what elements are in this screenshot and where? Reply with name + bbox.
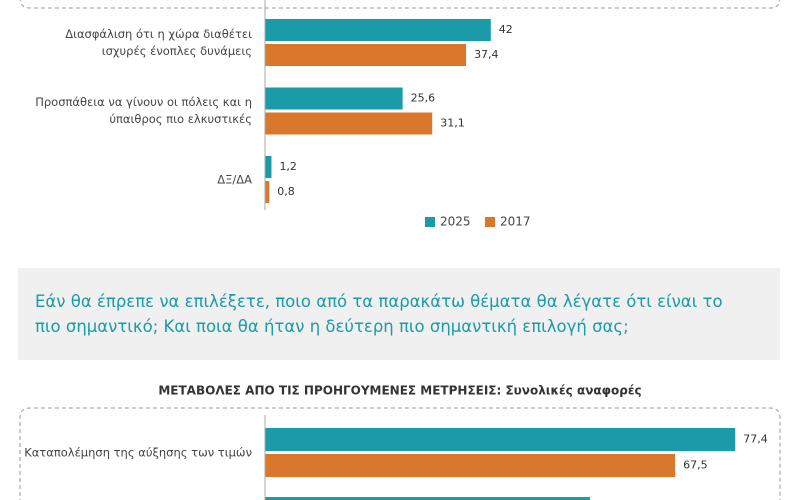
category-label: Καταπολέμηση της αύξησης των τιμών bbox=[24, 445, 252, 459]
question-box: Εάν θα έπρεπε να επιλέξετε, ποιο από τα … bbox=[18, 268, 780, 360]
value-label: 0,8 bbox=[277, 185, 295, 198]
value-label: 37,4 bbox=[474, 48, 499, 61]
bar bbox=[265, 454, 676, 477]
category-label: ΔΞ/ΔΑ bbox=[217, 172, 252, 186]
bar bbox=[265, 181, 270, 203]
frame bbox=[19, 0, 781, 9]
bar bbox=[265, 156, 272, 178]
legend-label: 2017 bbox=[500, 215, 531, 229]
bar bbox=[265, 19, 491, 41]
legend-label: 2025 bbox=[440, 215, 471, 229]
value-label: 42 bbox=[499, 23, 513, 36]
value-label: 25,6 bbox=[411, 92, 436, 105]
category-label: Διασφάλιση ότι η χώρα διαθέτει ισχυρές έ… bbox=[65, 26, 252, 58]
value-label: 67,5 bbox=[683, 459, 708, 472]
value-label: 1,2 bbox=[279, 160, 297, 173]
frame bbox=[19, 407, 781, 500]
bar bbox=[265, 497, 591, 500]
value-label: 31,1 bbox=[440, 117, 465, 130]
chart-title: ΜΕΤΑΒΟΛΕΣ ΑΠΟ ΤΙΣ ΠΡΟΗΓΟΥΜΕΝΕΣ ΜΕΤΡΗΣΕΙΣ… bbox=[158, 384, 641, 398]
bar bbox=[265, 87, 403, 110]
legend-swatch bbox=[425, 217, 435, 227]
category-label: Προσπάθεια να γίνουν οι πόλεις και η ύπα… bbox=[35, 95, 252, 126]
legend-swatch bbox=[485, 217, 495, 227]
bar bbox=[265, 44, 467, 66]
bar bbox=[265, 112, 433, 135]
value-label: 77,4 bbox=[743, 433, 768, 446]
question: Εάν θα έπρεπε να επιλέξετε, ποιο από τα … bbox=[35, 292, 723, 336]
bar bbox=[265, 428, 736, 451]
